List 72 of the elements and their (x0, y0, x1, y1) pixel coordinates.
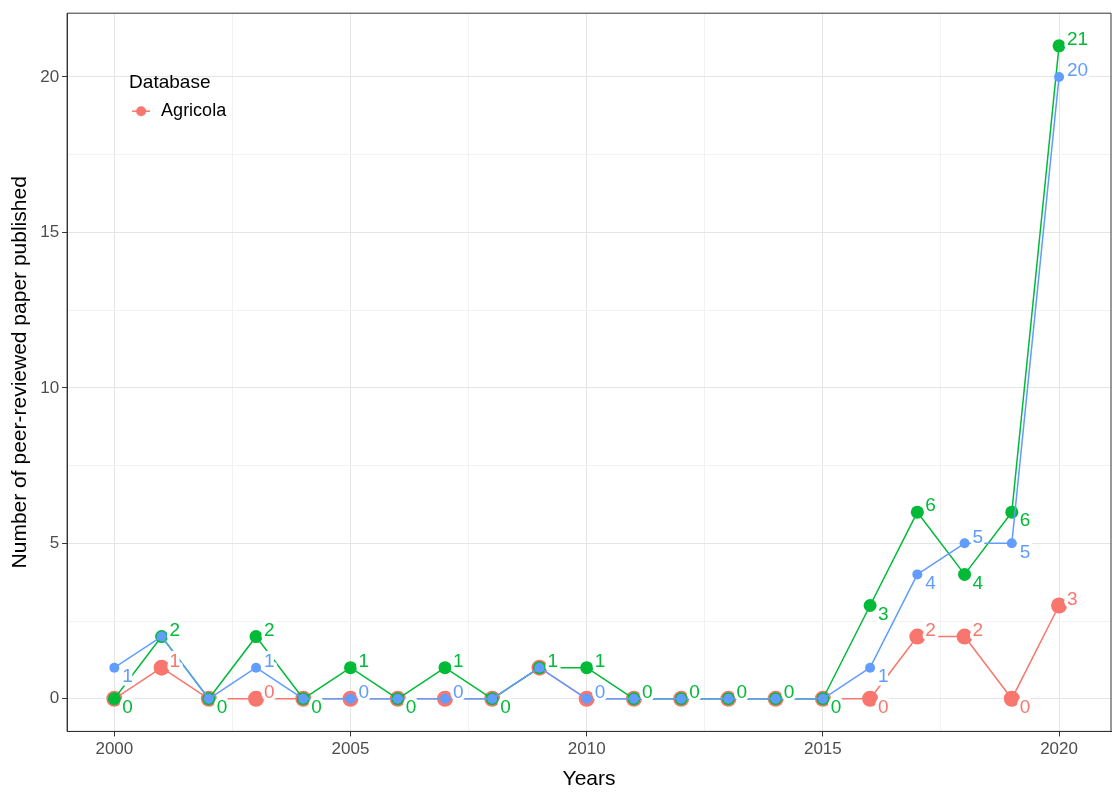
data-label: 6 (925, 494, 936, 516)
point (109, 662, 120, 673)
point (912, 569, 923, 580)
y-tick-label: 0 (49, 688, 60, 708)
legend-label: Agricola (161, 100, 228, 121)
data-label: 0 (358, 680, 370, 702)
data-label: 2 (169, 618, 181, 640)
data-label: 4 (925, 571, 937, 593)
data-label: 21 (1067, 28, 1089, 50)
data-label: 20 (1067, 59, 1089, 81)
data-label: 0 (122, 695, 133, 717)
data-label: 0 (452, 680, 464, 702)
data-label: 6 (1019, 509, 1031, 531)
point (580, 661, 594, 675)
x-tick-label: 2010 (567, 739, 606, 759)
data-label: 1 (452, 649, 464, 671)
data-label: 3 (878, 602, 889, 624)
point (153, 659, 170, 676)
point (862, 690, 879, 707)
data-label: 1 (122, 664, 133, 686)
data-label: 0 (689, 680, 700, 702)
point (249, 630, 263, 644)
y-tick-label: 15 (40, 222, 60, 242)
data-label: 2 (925, 618, 936, 640)
point (910, 505, 924, 519)
point (959, 538, 970, 549)
data-label: 4 (972, 571, 984, 593)
data-label: 0 (736, 680, 747, 702)
data-label: 0 (1019, 695, 1031, 717)
y-tick-label: 10 (40, 377, 60, 397)
point (1054, 71, 1065, 82)
point (344, 661, 358, 675)
data-label: 3 (1067, 587, 1078, 609)
point (1006, 538, 1017, 549)
data-label: 0 (594, 680, 606, 702)
y-tick-label: 20 (40, 66, 60, 86)
data-label: 1 (358, 649, 370, 671)
point (1003, 690, 1020, 707)
data-label: 0 (878, 695, 889, 717)
x-tick-label: 2015 (803, 739, 842, 759)
data-label: 0 (405, 695, 417, 717)
data-label: 0 (264, 680, 275, 702)
data-label: 0 (311, 695, 322, 717)
data-label: 0 (830, 695, 842, 717)
x-axis-title: Years (562, 766, 616, 790)
data-label: 1 (169, 649, 181, 671)
y-tick-label: 5 (49, 532, 60, 552)
y-axis-title: Number of peer-reviewed paper published (7, 176, 31, 569)
point (1052, 39, 1066, 53)
data-label: 1 (594, 649, 606, 671)
x-tick-label: 2020 (1040, 739, 1078, 759)
data-label: 0 (783, 680, 795, 702)
data-label: 0 (216, 695, 228, 717)
legend-title: Database (129, 71, 211, 93)
data-label: 2 (264, 618, 275, 640)
data-label: 2 (972, 618, 984, 640)
data-label: 5 (1019, 540, 1031, 562)
data-label: 1 (264, 649, 275, 671)
data-label: 1 (878, 664, 889, 686)
point (438, 661, 452, 675)
point (863, 598, 877, 612)
data-label: 5 (972, 525, 984, 547)
x-tick-label: 2005 (331, 739, 370, 759)
point (1051, 597, 1068, 614)
data-label: 0 (641, 680, 653, 702)
point (958, 567, 972, 581)
x-tick-label: 2000 (95, 739, 134, 759)
data-label: 0 (500, 695, 511, 717)
point (865, 662, 876, 673)
point (248, 690, 265, 707)
data-label: 1 (547, 649, 559, 671)
point (251, 662, 262, 673)
